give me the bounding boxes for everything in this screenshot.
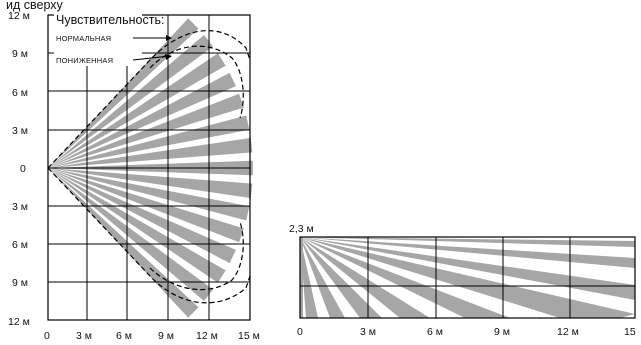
legend-reduced-pointer bbox=[132, 55, 171, 61]
x-tick-label: 12 м bbox=[557, 326, 579, 338]
legend-normal-arrowhead bbox=[166, 35, 172, 41]
detection-beam bbox=[300, 237, 430, 318]
detection-beam bbox=[48, 168, 226, 283]
y-tick-label: 6 м bbox=[12, 239, 28, 251]
detection-beam bbox=[48, 168, 199, 318]
sensitivity-legend: Чувствительность: НОРМАЛЬНАЯ ПОНИЖЕННАЯ bbox=[54, 13, 172, 66]
y-tick-label: 3 м bbox=[12, 201, 28, 213]
legend-reduced-label: ПОНИЖЕННАЯ bbox=[56, 56, 113, 65]
detection-beam bbox=[48, 168, 250, 221]
y-tick-label: 6 м bbox=[12, 87, 28, 99]
detection-beam bbox=[48, 18, 199, 169]
side-view-grid bbox=[299, 236, 636, 319]
x-tick-label: 0 bbox=[297, 326, 303, 338]
detection-beam bbox=[300, 237, 635, 318]
detection-beam bbox=[48, 168, 214, 301]
detection-beam bbox=[300, 237, 318, 318]
normal-sensitivity-outline-bottom bbox=[47, 167, 251, 304]
legend-normal-label: НОРМАЛЬНАЯ bbox=[56, 34, 111, 43]
side-view-height-label: 2,3 м bbox=[289, 223, 314, 235]
top-view-y-axis: 12 м 9 м 6 м 3 м 0 3 м 6 м 9 м 12 м bbox=[8, 10, 30, 328]
legend-background bbox=[54, 14, 142, 66]
x-tick-label: 9 м bbox=[158, 330, 174, 342]
side-view-beam-fan bbox=[300, 237, 635, 318]
side-view-diagram: 2,3 м 0 3 м 6 м 9 м 12 м 15 bbox=[289, 223, 636, 338]
y-tick-label: 3 м bbox=[12, 125, 28, 137]
detection-beam bbox=[300, 237, 382, 318]
detection-beam bbox=[48, 115, 250, 168]
detection-beam bbox=[48, 137, 253, 168]
y-tick-label: 12 м bbox=[8, 316, 30, 328]
y-tick-label: 9 м bbox=[12, 277, 28, 289]
x-tick-label: 0 bbox=[44, 330, 50, 342]
x-tick-label: 15 bbox=[624, 326, 636, 338]
y-tick-label: 12 м bbox=[8, 10, 30, 22]
y-tick-label: 0 bbox=[20, 163, 26, 175]
x-tick-label: 6 м bbox=[427, 326, 443, 338]
top-view-caption: ид сверху bbox=[6, 0, 64, 12]
x-tick-label: 3 м bbox=[76, 330, 92, 342]
legend-title: Чувствительность: bbox=[56, 13, 164, 27]
detection-beam bbox=[48, 168, 236, 264]
detection-beam bbox=[48, 168, 253, 199]
x-tick-label: 15 м bbox=[238, 330, 260, 342]
reduced-sensitivity-outline-bottom bbox=[149, 221, 244, 291]
detection-beam bbox=[48, 168, 244, 243]
detection-beam bbox=[300, 237, 635, 247]
detection-beam bbox=[300, 237, 635, 300]
top-view-coverage-outlines bbox=[47, 30, 251, 304]
y-tick-label: 9 м bbox=[12, 48, 28, 60]
detection-beam bbox=[48, 72, 236, 168]
reduced-sensitivity-outline bbox=[149, 45, 244, 119]
detection-beam bbox=[48, 53, 226, 169]
detection-beam bbox=[48, 35, 214, 168]
x-tick-label: 12 м bbox=[196, 330, 218, 342]
x-tick-label: 9 м bbox=[494, 326, 510, 338]
top-view-diagram: ид сверху Чувствительность: НО bbox=[6, 0, 260, 342]
detection-beam bbox=[300, 237, 510, 318]
x-tick-label: 3 м bbox=[360, 326, 376, 338]
normal-sensitivity-outline bbox=[47, 30, 251, 169]
x-tick-label: 6 м bbox=[116, 330, 132, 342]
detection-beam bbox=[48, 93, 244, 168]
top-view-x-axis: 0 3 м 6 м 9 м 12 м 15 м bbox=[44, 330, 260, 342]
legend-reduced-arrowhead bbox=[165, 54, 172, 60]
side-view-x-axis: 0 3 м 6 м 9 м 12 м 15 bbox=[297, 326, 636, 338]
top-view-beam-fan bbox=[48, 18, 253, 318]
detection-beam bbox=[300, 237, 345, 318]
detection-beam bbox=[300, 237, 635, 268]
